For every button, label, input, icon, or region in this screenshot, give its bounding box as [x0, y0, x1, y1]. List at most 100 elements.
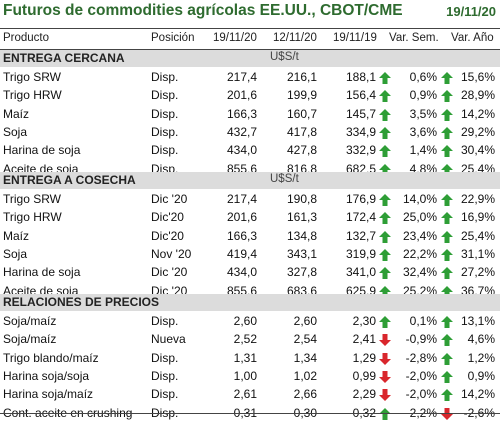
title-bar: Futuros de commodities agrícolas EE.UU.,…: [0, 0, 500, 24]
cell-price-current: 166,3: [226, 228, 257, 243]
cell-var-anio: 13,1%: [460, 314, 495, 328]
cell-price-year: 132,7: [345, 228, 376, 243]
table-row: Trigo blando/maíz Disp. 1,31 1,34 1,29 -2,8% 1…: [0, 349, 500, 367]
arrow-down-icon: [379, 352, 391, 365]
cell-price-current: 217,4: [226, 192, 257, 206]
cell-var-sem: -0,9%: [405, 332, 437, 347]
cell-price-current: 434,0: [226, 143, 257, 158]
cell-var-anio: 15,6%: [460, 70, 495, 84]
cell-var-sem: 0,1%: [409, 314, 437, 328]
table-row: Harina soja/soja Disp. 1,00 1,02 0,99 -2,0% 0,…: [0, 367, 500, 385]
cell-var-anio: 16,9%: [460, 210, 495, 225]
cell-price-week: 199,9: [286, 88, 317, 103]
arrow-up-icon: [441, 230, 453, 243]
cell-var-sem: 1,4%: [409, 143, 437, 158]
cell-var-anio: 22,9%: [460, 192, 495, 206]
cell-var-sem: 23,4%: [402, 228, 437, 243]
cell-price-week: 160,7: [286, 106, 317, 121]
arrow-up-icon: [379, 89, 391, 103]
arrow-up-icon: [441, 89, 453, 103]
arrow-up-icon: [441, 108, 453, 121]
table-row: Harina de soja Dic '20 434,0 327,8 341,0 32,4…: [0, 263, 500, 281]
section-unit: U$S/t: [270, 51, 299, 63]
bottom-rule: [0, 413, 500, 414]
cell-price-year: 332,9: [345, 143, 376, 158]
cell-var-anio: 25,4%: [460, 228, 495, 243]
column-header-row: Producto Posición 19/11/20 12/11/20 19/1…: [0, 28, 500, 50]
cell-posicion: Disp.: [151, 124, 179, 139]
column-header-producto: Producto: [3, 32, 50, 44]
table-row: Soja/maíz Nueva 2,52 2,54 2,41 -0,9% 4,6%: [0, 330, 500, 348]
section-title: ENTREGA CERCANA: [3, 51, 125, 65]
cell-price-current: 419,4: [226, 246, 257, 261]
cell-producto: Trigo SRW: [3, 192, 62, 206]
cell-var-anio: 0,9%: [467, 368, 495, 383]
cell-price-year: 319,9: [345, 246, 376, 261]
cell-price-year: 1,29: [352, 350, 376, 365]
cell-producto: Harina soja/maíz: [3, 387, 94, 402]
cell-price-week: 2,66: [293, 387, 317, 402]
arrow-up-icon: [441, 285, 453, 298]
cell-posicion: Disp.: [151, 70, 179, 84]
cell-posicion: Nueva: [151, 332, 186, 347]
cell-price-week: 2,54: [293, 332, 317, 347]
arrow-up-icon: [379, 163, 391, 176]
cell-price-current: 1,00: [233, 368, 257, 383]
cell-var-anio: 27,2%: [460, 265, 495, 280]
cell-var-sem: 3,6%: [409, 124, 437, 139]
column-header-var-anio: Var. Año: [451, 32, 494, 44]
cell-var-anio: 28,9%: [460, 88, 495, 103]
cell-var-sem: 32,4%: [402, 265, 437, 280]
cell-posicion: Dic '20: [151, 192, 188, 206]
arrow-up-icon: [441, 370, 453, 383]
report-date: 19/11/20: [446, 4, 496, 19]
page-title: Futuros de commodities agrícolas EE.UU.,…: [3, 2, 403, 19]
cell-producto: Maíz: [3, 106, 30, 121]
arrow-up-icon: [379, 108, 391, 121]
cell-var-anio: 14,2%: [460, 106, 495, 121]
cell-posicion: Disp.: [151, 88, 179, 103]
cell-price-week: 190,8: [286, 192, 317, 206]
cell-price-week: 1,02: [293, 368, 317, 383]
column-header-date-year: 19/11/19: [333, 32, 377, 44]
cell-producto: Harina soja/soja: [3, 368, 90, 383]
cell-price-year: 172,4: [345, 210, 376, 225]
cell-var-anio: 4,6%: [467, 332, 495, 347]
cell-var-sem: 22,2%: [402, 246, 437, 261]
table-row: Soja/maíz Disp. 2,60 2,60 2,30 0,1% 13,1%: [0, 312, 500, 330]
section-header: RELACIONES DE PRECIOS: [0, 294, 500, 311]
cell-price-year: 0,99: [352, 368, 376, 383]
arrow-up-icon: [441, 211, 453, 225]
cell-price-year: 188,1: [345, 70, 376, 84]
cell-price-year: 2,29: [352, 387, 376, 402]
column-header-date-week: 12/11/20: [273, 32, 317, 44]
cell-posicion: Nov '20: [151, 246, 192, 261]
cell-price-week: 1,34: [293, 350, 317, 365]
section-title: RELACIONES DE PRECIOS: [3, 295, 160, 309]
cell-price-current: 2,61: [233, 387, 257, 402]
cell-producto: Harina de soja: [3, 265, 81, 280]
cell-producto: Trigo HRW: [3, 88, 62, 103]
arrow-up-icon: [379, 315, 391, 328]
cell-var-sem: 25,0%: [402, 210, 437, 225]
cell-price-current: 201,6: [226, 88, 257, 103]
arrow-up-icon: [379, 285, 391, 298]
cell-posicion: Disp.: [151, 143, 179, 158]
cell-price-week: 161,3: [286, 210, 317, 225]
cell-posicion: Disp.: [151, 314, 179, 328]
cell-price-year: 2,30: [352, 314, 376, 328]
column-header-posicion: Posición: [151, 32, 195, 44]
table-row: Trigo SRW Dic '20 217,4 190,8 176,9 14,0% 22,9…: [0, 190, 500, 208]
cell-price-current: 434,0: [226, 265, 257, 280]
cell-price-year: 341,0: [345, 265, 376, 280]
arrow-up-icon: [379, 126, 391, 139]
cell-price-week: 417,8: [286, 124, 317, 139]
cell-var-anio: 1,2%: [467, 350, 495, 365]
section-header: ENTREGA A COSECHA U$S/t: [0, 172, 500, 189]
cell-producto: Soja: [3, 124, 28, 139]
table-row: Maíz Dic'20 166,3 134,8 132,7 23,4% 25,4%: [0, 227, 500, 245]
cell-posicion: Disp.: [151, 106, 179, 121]
arrow-down-icon: [379, 370, 391, 383]
cell-var-sem: 0,9%: [409, 88, 437, 103]
